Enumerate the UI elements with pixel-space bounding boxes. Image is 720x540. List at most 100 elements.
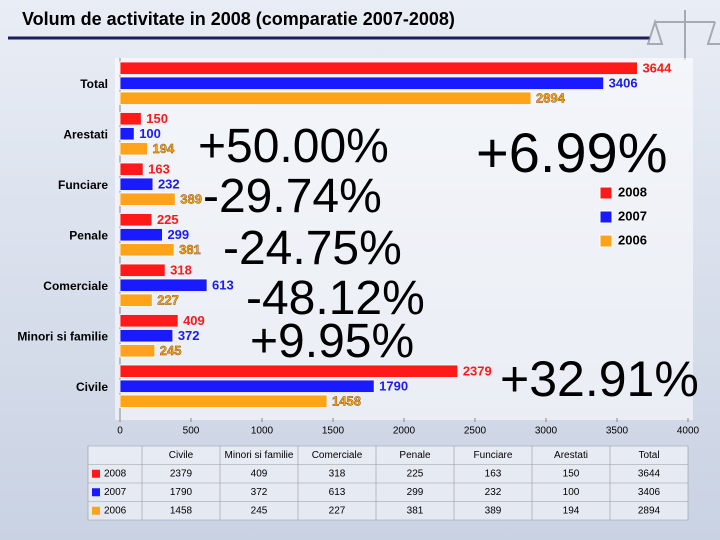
- table-header: Total: [638, 450, 659, 461]
- value-label: 3406: [609, 76, 638, 91]
- annotation: +9.95%: [250, 315, 414, 368]
- bar: [119, 61, 638, 75]
- category-label: Total: [80, 77, 108, 91]
- table-cell: 299: [407, 487, 424, 498]
- table-cell: 372: [251, 487, 268, 498]
- bar: [119, 177, 154, 191]
- table-cell: 613: [329, 487, 346, 498]
- x-tick-label: 500: [183, 426, 200, 437]
- x-tick-label: 2500: [464, 426, 487, 437]
- bar: [119, 243, 175, 257]
- bar: [119, 91, 532, 105]
- value-label: 389: [180, 192, 202, 207]
- value-label: 613: [212, 278, 234, 293]
- table-swatch: [92, 488, 100, 497]
- table-cell: 2379: [170, 468, 193, 479]
- table-cell: 194: [563, 505, 580, 516]
- x-tick-label: 3000: [535, 426, 558, 437]
- bar: [119, 344, 156, 358]
- scale-icon: [646, 10, 720, 60]
- category-label: Civile: [76, 380, 108, 394]
- value-label: 227: [157, 293, 179, 308]
- table-cell: 227: [329, 505, 346, 516]
- table-header: Arestati: [554, 450, 588, 461]
- category-label: Minori si familie: [17, 329, 108, 343]
- value-label: 1790: [379, 379, 408, 394]
- bar: [119, 293, 153, 307]
- annotation: +32.91%: [500, 351, 699, 407]
- value-label: 299: [167, 227, 189, 242]
- table-cell: 409: [251, 468, 268, 479]
- value-label: 372: [178, 328, 200, 343]
- annotation: -24.75%: [223, 222, 402, 275]
- category-label: Arestati: [63, 127, 108, 141]
- legend-swatch: [599, 210, 613, 224]
- plot-area: [115, 58, 693, 420]
- legend-label: 2008: [618, 184, 647, 199]
- value-label: 245: [160, 343, 182, 358]
- table-row-label: 2008: [104, 468, 127, 479]
- table-cell: 1458: [170, 505, 193, 516]
- legend-swatch: [599, 234, 613, 248]
- bar: [119, 127, 135, 141]
- chart-title: Volum de activitate in 2008 (comparatie …: [22, 9, 455, 29]
- table-cell: 1790: [170, 487, 193, 498]
- value-label: 2894: [536, 91, 566, 106]
- bar: [119, 162, 144, 176]
- table-header: Minori si familie: [225, 450, 294, 461]
- annotation: +6.99%: [476, 121, 668, 184]
- x-tick-label: 4000: [677, 426, 700, 437]
- table-cell: 381: [407, 505, 424, 516]
- table-cell: 225: [407, 468, 424, 479]
- table-row-label: 2007: [104, 487, 127, 498]
- x-tick-label: 3500: [606, 426, 629, 437]
- value-label: 194: [153, 141, 175, 156]
- table-header: Funciare: [474, 450, 513, 461]
- annotation: -29.74%: [203, 170, 382, 223]
- annotation: -48.12%: [246, 272, 425, 325]
- legend-label: 2007: [618, 208, 647, 223]
- value-label: 381: [179, 242, 201, 257]
- annotation: +50.00%: [198, 120, 389, 173]
- bar: [119, 192, 176, 206]
- bar: [119, 263, 166, 277]
- bar: [119, 278, 208, 292]
- table-cell: 232: [485, 487, 502, 498]
- x-tick-label: 1500: [322, 426, 345, 437]
- bar: [119, 364, 459, 378]
- value-label: 3644: [642, 61, 672, 76]
- x-tick-label: 1000: [251, 426, 274, 437]
- table-cell: 3644: [638, 468, 661, 479]
- data-table: Civile 2379 1790 1458 Minori si familie 409 37…: [87, 445, 689, 521]
- legend-label: 2006: [618, 232, 647, 247]
- bar: [119, 379, 375, 393]
- table-cell: 2894: [638, 505, 661, 516]
- bar: [119, 76, 605, 90]
- bar: [119, 213, 153, 227]
- value-label: 150: [146, 111, 168, 126]
- table-cell: 3406: [638, 487, 661, 498]
- table-cell: 389: [485, 505, 502, 516]
- value-label: 1458: [332, 394, 361, 409]
- legend-swatch: [599, 186, 613, 200]
- bar: [119, 142, 148, 156]
- table-cell: 245: [251, 505, 268, 516]
- table-cell: 163: [485, 468, 502, 479]
- table-swatch: [92, 469, 100, 478]
- table-cell: 150: [563, 468, 580, 479]
- value-label: 2379: [463, 364, 492, 379]
- category-label: Funciare: [58, 178, 108, 192]
- value-label: 100: [139, 126, 161, 141]
- x-tick-label: 0: [117, 426, 123, 437]
- table-header: Penale: [399, 450, 431, 461]
- value-label: 163: [148, 162, 170, 177]
- bar: [119, 329, 174, 343]
- bar: [119, 314, 179, 328]
- value-label: 232: [158, 177, 180, 192]
- category-label: Comerciale: [43, 279, 108, 293]
- value-label: 318: [170, 263, 192, 278]
- table-cell: 100: [563, 487, 580, 498]
- table-cell: 318: [329, 468, 346, 479]
- value-label: 409: [183, 313, 205, 328]
